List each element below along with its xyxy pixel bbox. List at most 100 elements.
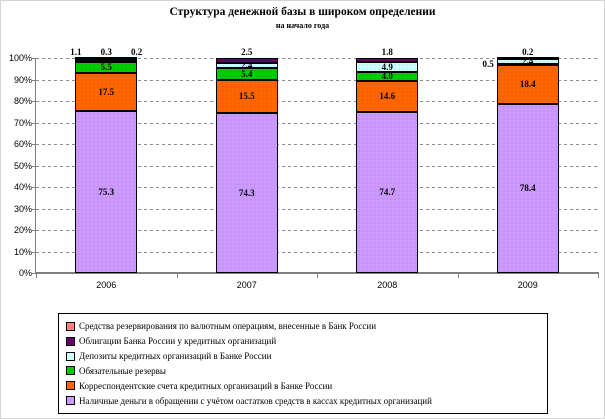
bar-2006-segment-bank-of-russia-bonds [75,58,138,62]
bar-2008-segment-bank-of-russia-bonds [356,58,419,62]
segment-value-label: 14.6 [379,91,396,102]
x-axis-tick [176,274,178,278]
legend-item-bank-of-russia-bonds: Облигации Банка России у кредитных орган… [66,334,540,349]
legend: Средства резервирования по валютным опер… [58,313,548,414]
y-axis-tick [31,230,36,231]
y-axis-tick [31,101,36,102]
segment-value-label: 4.9 [381,61,393,72]
gridline-10 [36,251,598,253]
y-axis-tick-label: 60% [13,139,32,149]
bar-2008: 74.7 14.6 4.0 4.9 1.8 [356,47,419,273]
above-bar-labels-2008: 1.8 [351,47,423,57]
bar-2008-segment-required-reserves: 4.0 [356,71,419,82]
bar-2007-segment-bank-of-russia-bonds [215,57,278,64]
bar-2008-segment-correspondent-accounts: 14.6 [356,81,419,113]
bar-2008-segment-deposits: 4.9 [356,61,419,73]
legend-label: Средства резервирования по валютным опер… [79,321,377,332]
gridline-20 [36,230,598,231]
y-axis-tick-label: 70% [13,117,32,128]
y-axis-tick [31,122,36,124]
y-axis-tick-label: 100% [8,53,32,63]
bar-2007-segment-deposits: 2.4 [215,60,278,71]
y-axis-tick [31,251,36,253]
legend-swatch-deposits [66,351,75,361]
above-bar-value-label: 2.5 [241,47,253,57]
segment-value-label: 17.5 [98,86,115,97]
legend-swatch-correspondent-accounts [66,381,75,391]
bar-2009-segment-correspondent-accounts: 18.4 [496,64,559,105]
y-axis-tick [31,144,36,145]
chart-title: Структура денежной базы в широком опреде… [169,6,436,18]
above-bar-value-label: 0.3 [100,47,112,57]
legend-label: Депозиты кредитных организаций в Банке Р… [79,351,272,362]
bar-2009-segment-bank-of-russia-bonds [496,56,559,59]
segment-value-label: 5.4 [241,68,253,79]
above-bar-labels-2006: 1.1 0.3 0.2 [70,47,142,57]
bar-2007-segment-required-reserves: 5.4 [215,68,278,80]
y-axis-tick-label: 90% [13,74,32,85]
legend-item-cash-in-circulation: Наличные деньги в обращении с учётом оас… [66,393,540,408]
y-axis-tick-label: 0% [18,268,32,278]
legend-item-deposits: Депозиты кредитных организаций в Банке Р… [66,349,540,364]
gridline-50 [36,165,598,167]
y-axis-tick [31,208,36,210]
segment-value-label: 18.4 [519,79,536,90]
above-bar-labels-2009: 0.2 [492,47,564,57]
y-axis-tick [31,58,36,59]
legend-item-correspondent-accounts: Корреспондентские счета кредитных органи… [66,378,540,393]
gridline-70 [36,122,598,124]
legend-swatch-cash-in-circulation [66,396,75,406]
above-bar-value-label: 0.2 [131,47,143,57]
bar-2009-segment-deposits: 2.4 [496,55,559,66]
side-bar-value-label-2009: 0.5 [482,59,494,69]
y-axis-tick-label: 40% [13,182,32,192]
bar-2006-segment-fx-reserving-funds [75,56,138,59]
legend-item-fx-reserving-funds: Средства резервирования по валютным опер… [66,319,540,334]
bar-2008-segment-cash-in-circulation: 74.7 [356,112,419,273]
x-axis-category-label-2006: 2006 [96,280,117,290]
y-axis-tick [31,273,36,274]
bar-2009: 78.4 18.4 2.4 0.2 0.5 [483,47,559,273]
gridline-60 [36,144,598,145]
bar-2007: 74.3 15.5 5.4 2.4 2.5 [215,47,278,273]
x-axis-category-label-2008: 2008 [377,280,398,290]
legend-swatch-bank-of-russia-bonds [66,336,75,346]
gridline-80 [36,101,598,102]
x-axis-tick [598,274,599,278]
gridline-40 [36,187,598,188]
bar-2006-segment-correspondent-accounts: 17.5 [75,73,138,112]
legend-label: Корреспондентские счета кредитных органи… [79,380,333,391]
gridline-100 [36,58,598,59]
segment-value-label: 2.4 [241,60,253,71]
segment-value-label: 74.7 [379,187,396,198]
above-bar-value-label: 1.8 [381,47,393,57]
segment-value-label: 15.5 [238,91,255,102]
segment-value-label: 78.4 [519,183,536,194]
x-axis-category-label-2009: 2009 [517,280,538,290]
legend-item-required-reserves: Обязательные резервы [66,363,540,378]
y-axis-tick-label: 30% [13,203,32,214]
y-axis-tick [31,79,36,81]
x-axis-category-label-2007: 2007 [236,280,257,290]
legend-swatch-required-reserves [66,366,75,376]
y-axis-tick [31,187,36,188]
above-bar-value-label: 0.2 [522,47,534,57]
x-axis-tick [457,274,459,278]
segment-value-label: 4.0 [381,71,393,82]
segment-value-label: 2.4 [522,55,534,66]
y-axis-tick-label: 10% [13,246,32,257]
legend-swatch-fx-reserving-funds [66,321,75,331]
bar-2006-segment-required-reserves: 5.5 [75,61,138,74]
x-axis-tick [36,274,37,278]
bar-2006: 75.3 17.5 5.5 1.1 0.3 0.2 [70,47,142,273]
y-axis-tick-label: 20% [13,225,32,235]
y-axis-tick [31,165,36,167]
y-axis-tick-label: 80% [13,96,32,106]
bar-2007-segment-correspondent-accounts: 15.5 [215,79,278,114]
gridline-90 [36,79,598,81]
bar-2006-segment-cash-in-circulation: 75.3 [75,111,138,273]
y-axis-tick-label: 50% [13,160,32,171]
chart-subtitle: на начало года [275,21,330,30]
bar-2009-segment-cash-in-circulation: 78.4 [496,104,559,273]
